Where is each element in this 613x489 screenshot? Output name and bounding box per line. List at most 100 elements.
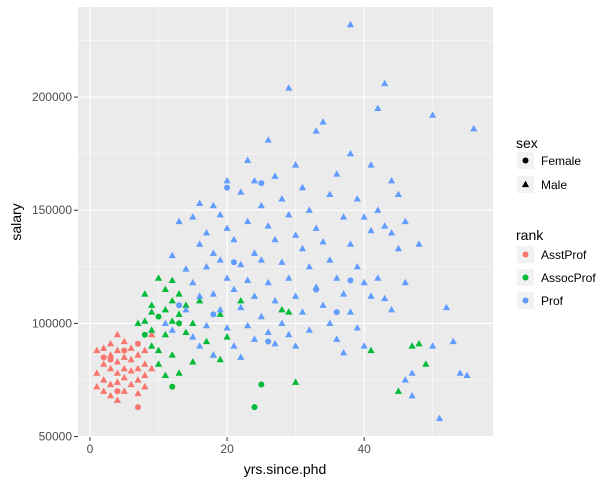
data-point <box>257 201 265 209</box>
data-point <box>148 364 156 372</box>
data-point <box>224 184 231 191</box>
data-point <box>326 256 334 263</box>
data-point <box>134 364 142 372</box>
data-point <box>106 351 115 358</box>
data-point <box>93 382 101 390</box>
plot-panel <box>78 7 493 437</box>
data-point <box>127 344 135 351</box>
x-tick-label: 0 <box>87 442 94 456</box>
data-point <box>148 301 156 308</box>
data-point <box>387 229 396 236</box>
data-point <box>346 149 355 157</box>
data-point <box>134 351 142 358</box>
data-point <box>176 302 183 309</box>
data-point <box>264 278 272 286</box>
data-point <box>113 358 122 365</box>
data-point <box>285 274 293 281</box>
data-point <box>381 294 389 302</box>
data-point <box>374 206 382 213</box>
data-point <box>154 274 163 281</box>
legend: sex rank Female Male AsstProf AssocProf Prof <box>516 135 596 309</box>
data-point <box>298 308 307 315</box>
legend-female-circle-icon <box>522 157 529 164</box>
data-point <box>278 306 286 313</box>
data-point <box>271 235 279 243</box>
data-point <box>250 335 259 342</box>
data-point <box>401 376 409 383</box>
data-point <box>182 306 190 313</box>
data-point <box>120 353 128 360</box>
series-prof <box>161 20 478 422</box>
data-point <box>374 104 382 111</box>
data-point <box>278 195 286 202</box>
data-point <box>106 380 115 388</box>
axes: 0 20 40 50000 100000 150000 200000 <box>32 90 371 456</box>
data-point <box>113 346 122 354</box>
data-point <box>435 414 444 422</box>
data-point <box>339 349 348 356</box>
data-point <box>401 217 409 225</box>
data-point <box>367 292 375 299</box>
data-point <box>168 326 176 333</box>
data-point <box>298 244 307 252</box>
data-point <box>148 326 156 333</box>
legend-label-prof: Prof <box>541 294 564 308</box>
legend-male-triangle-icon <box>521 180 530 188</box>
data-point <box>182 265 190 272</box>
data-point <box>120 337 128 345</box>
data-point <box>244 321 252 329</box>
data-point <box>202 321 211 329</box>
data-point <box>244 276 252 283</box>
data-point <box>161 330 169 338</box>
data-point <box>237 353 245 360</box>
data-point <box>106 392 115 399</box>
data-point <box>148 342 156 349</box>
data-point <box>285 330 293 338</box>
data-point <box>141 317 149 324</box>
data-point <box>367 226 375 234</box>
data-point <box>216 306 224 313</box>
data-point <box>189 358 197 365</box>
series-asstprof <box>93 330 156 411</box>
data-point <box>189 278 197 286</box>
data-point <box>120 364 128 372</box>
data-point <box>339 290 348 297</box>
data-point <box>182 301 190 308</box>
data-point <box>346 308 355 315</box>
data-point <box>168 251 176 259</box>
data-point <box>209 351 217 358</box>
data-point <box>175 290 183 297</box>
data-point <box>292 231 300 238</box>
data-point <box>216 310 224 317</box>
data-point <box>176 320 183 327</box>
data-point <box>305 326 313 333</box>
data-point <box>230 259 237 266</box>
data-point <box>408 392 416 399</box>
y-tick-label: 150000 <box>32 203 72 217</box>
series-assocprof <box>134 274 430 411</box>
data-point <box>161 306 169 313</box>
data-point <box>278 258 286 265</box>
data-point <box>257 312 265 320</box>
data-point <box>353 263 361 270</box>
legend-asstprof-color-icon <box>522 251 529 258</box>
data-point <box>271 172 279 179</box>
data-point <box>216 210 224 218</box>
data-point <box>196 296 204 304</box>
data-point <box>202 337 211 345</box>
legend-rank-title: rank <box>516 227 544 243</box>
data-point <box>202 263 211 270</box>
x-tick-label: 20 <box>220 442 234 456</box>
data-point <box>408 342 416 349</box>
data-point <box>313 286 320 293</box>
data-point <box>353 195 361 202</box>
data-point <box>127 355 135 363</box>
data-point <box>292 342 300 349</box>
data-point <box>120 373 128 381</box>
data-point <box>168 296 176 304</box>
data-point <box>360 213 368 220</box>
data-point <box>223 324 231 331</box>
data-points <box>93 20 478 422</box>
data-point <box>237 260 245 268</box>
